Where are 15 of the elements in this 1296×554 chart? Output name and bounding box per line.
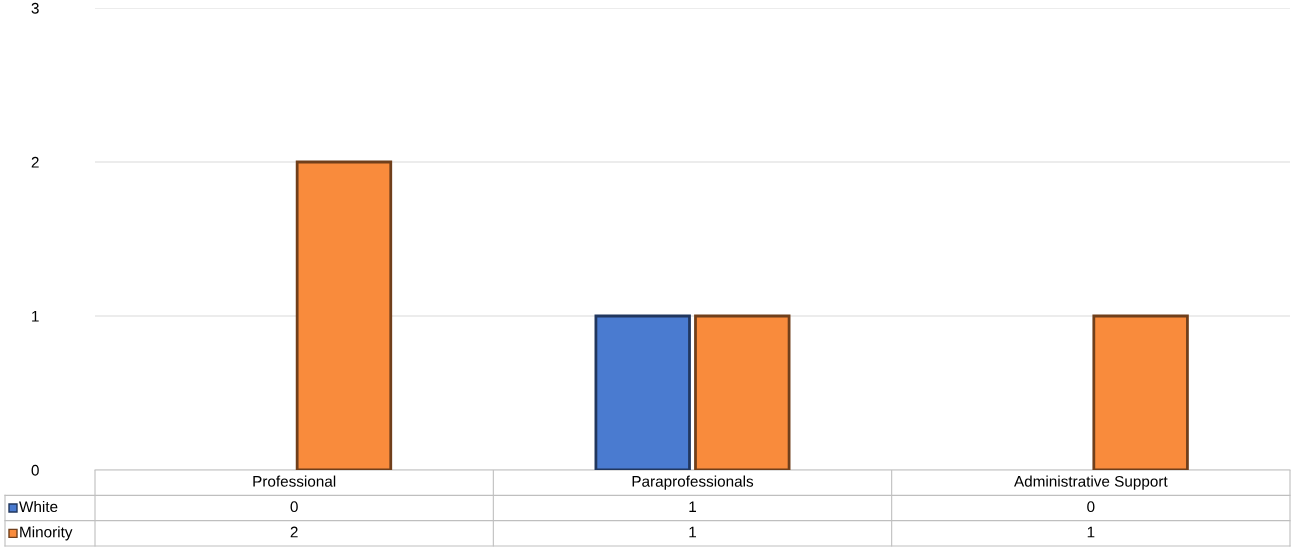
y-tick-label: 1 xyxy=(32,311,39,322)
data-label: 1 xyxy=(689,526,696,538)
x-tick-label: Professional xyxy=(253,475,336,487)
y-tick-label: 0 xyxy=(31,464,39,476)
y-tick-label: 3 xyxy=(31,2,39,14)
data-label: 0 xyxy=(1087,501,1095,513)
data-label: 2 xyxy=(290,526,298,538)
data-label: 0 xyxy=(290,501,298,513)
legend-label: White xyxy=(19,500,58,513)
x-tick-label: Administrative Support xyxy=(1014,475,1168,490)
y-tick-label: 2 xyxy=(31,156,39,168)
data-label: 1 xyxy=(1087,526,1095,538)
legend-label: Minority xyxy=(20,526,73,541)
data-label: 1 xyxy=(689,501,696,512)
x-tick-label: Paraprofessionals xyxy=(632,475,754,490)
